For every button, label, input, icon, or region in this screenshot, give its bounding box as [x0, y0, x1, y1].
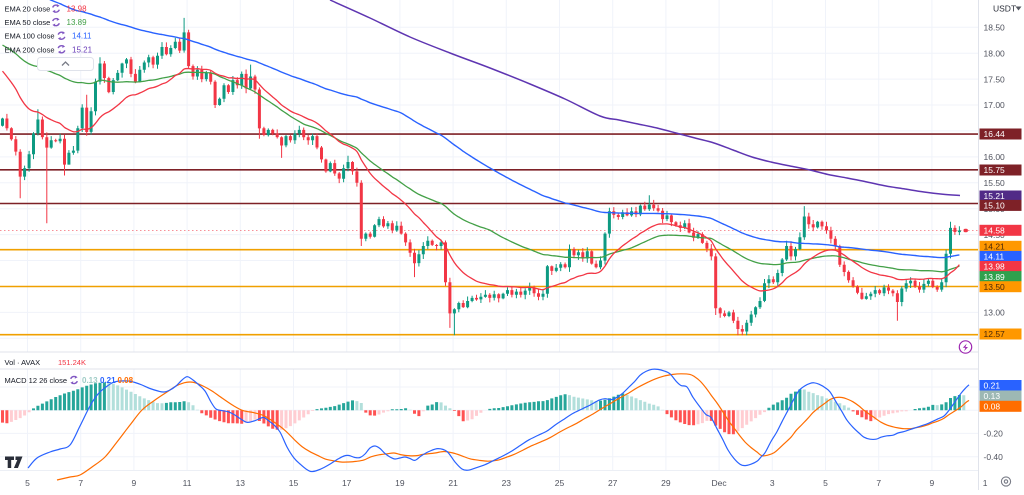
- svg-text:151.24K: 151.24K: [58, 358, 86, 367]
- svg-text:9: 9: [132, 478, 137, 488]
- svg-text:USDT: USDT: [993, 4, 1016, 14]
- svg-text:13.00: 13.00: [984, 308, 1006, 318]
- svg-text:18.50: 18.50: [984, 23, 1006, 33]
- svg-text:25: 25: [555, 478, 565, 488]
- svg-text:0.13: 0.13: [82, 376, 98, 385]
- svg-text:0.08: 0.08: [984, 402, 1001, 412]
- svg-text:EMA 200 close: EMA 200 close: [5, 45, 55, 54]
- svg-text:11: 11: [183, 478, 192, 488]
- svg-text:-0.40: -0.40: [984, 452, 1004, 462]
- svg-text:1: 1: [983, 478, 988, 488]
- svg-text:0.08: 0.08: [118, 376, 134, 385]
- svg-text:7: 7: [78, 478, 83, 488]
- svg-text:0.21: 0.21: [984, 381, 1001, 391]
- svg-text:Dec: Dec: [712, 478, 728, 488]
- svg-text:7: 7: [876, 478, 881, 488]
- svg-text:15.50: 15.50: [984, 178, 1006, 188]
- svg-text:16.44: 16.44: [984, 129, 1006, 139]
- svg-text:0.21: 0.21: [100, 376, 116, 385]
- svg-text:14.58: 14.58: [984, 226, 1006, 236]
- svg-text:13.98: 13.98: [67, 5, 88, 14]
- svg-text:9: 9: [930, 478, 935, 488]
- svg-text:17: 17: [342, 478, 352, 488]
- svg-text:5: 5: [25, 478, 30, 488]
- svg-text:EMA 100 close: EMA 100 close: [5, 32, 55, 41]
- svg-text:17.50: 17.50: [984, 74, 1006, 84]
- svg-text:EMA 20 close: EMA 20 close: [5, 5, 51, 14]
- svg-text:Vol · AVAX: Vol · AVAX: [5, 358, 41, 367]
- svg-text:0.13: 0.13: [984, 391, 1001, 401]
- svg-text:15.75: 15.75: [984, 165, 1006, 175]
- svg-text:14.21: 14.21: [984, 242, 1006, 252]
- svg-text:23: 23: [502, 478, 512, 488]
- svg-text:3: 3: [770, 478, 775, 488]
- svg-text:16.00: 16.00: [984, 152, 1006, 162]
- svg-text:13.89: 13.89: [984, 272, 1006, 282]
- svg-text:18.00: 18.00: [984, 48, 1006, 58]
- svg-text:13.89: 13.89: [67, 18, 88, 27]
- svg-text:12.57: 12.57: [984, 329, 1006, 339]
- svg-text:MACD 12 26 close: MACD 12 26 close: [5, 376, 68, 385]
- svg-text:15: 15: [289, 478, 299, 488]
- svg-text:13: 13: [236, 478, 246, 488]
- svg-text:21: 21: [448, 478, 458, 488]
- svg-text:15.10: 15.10: [984, 201, 1006, 211]
- svg-text:14.11: 14.11: [984, 252, 1005, 262]
- svg-text:17.00: 17.00: [984, 100, 1006, 110]
- svg-text:EMA 50 close: EMA 50 close: [5, 18, 51, 27]
- svg-text:13.50: 13.50: [984, 282, 1006, 292]
- svg-text:-0.20: -0.20: [984, 429, 1004, 439]
- svg-text:29: 29: [661, 478, 671, 488]
- svg-text:13.98: 13.98: [984, 262, 1006, 272]
- svg-text:19: 19: [395, 478, 405, 488]
- svg-text:15.21: 15.21: [72, 45, 93, 54]
- svg-text:5: 5: [823, 478, 828, 488]
- svg-text:14.11: 14.11: [72, 32, 92, 41]
- svg-text:27: 27: [608, 478, 618, 488]
